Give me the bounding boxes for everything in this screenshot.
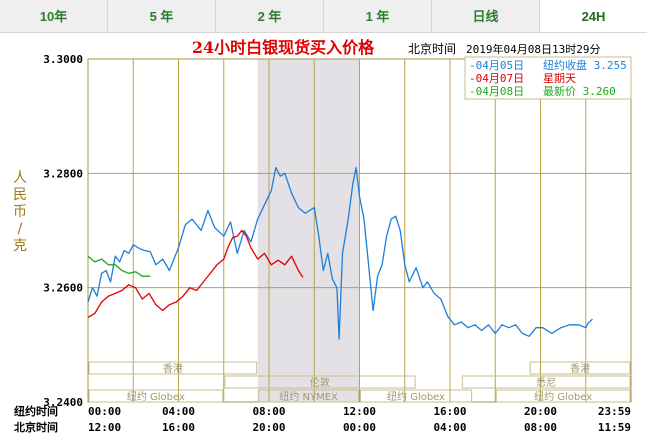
x-tick-label: 00:00 bbox=[88, 405, 121, 418]
session-box bbox=[88, 389, 224, 403]
series-line-1 bbox=[87, 166, 593, 340]
y-tick-label: 3.3000 bbox=[43, 53, 83, 66]
tab-10-years[interactable]: 10年 bbox=[0, 0, 108, 32]
x-tick-label: 16:00 bbox=[162, 421, 195, 434]
x-tick-label: 04:00 bbox=[162, 405, 195, 418]
chart-title: 24小时白银现货买入价格 bbox=[192, 38, 375, 57]
session-label: 悉尼 bbox=[536, 377, 556, 389]
legend-date-2: -04月07日 bbox=[469, 72, 524, 85]
period-tabs: 10年 5 年 2 年 1 年 日线 24H bbox=[0, 0, 647, 33]
session-box bbox=[461, 375, 631, 389]
y-axis-label: 人民币/克 bbox=[13, 170, 27, 254]
session-label: 香港 bbox=[570, 363, 590, 375]
tab-1-year[interactable]: 1 年 bbox=[324, 0, 432, 32]
x-row-label: 纽约时间 bbox=[14, 404, 58, 418]
session-box bbox=[360, 389, 473, 403]
session-box bbox=[529, 361, 631, 375]
session-label: 纽约 NYMEX bbox=[279, 390, 338, 403]
clock-value: 2019年04月08日13时29分 bbox=[466, 42, 600, 56]
tab-2-years[interactable]: 2 年 bbox=[216, 0, 324, 32]
session-box bbox=[224, 375, 416, 389]
x-tick-label: 16:00 bbox=[433, 405, 466, 418]
x-tick-label: 11:59 bbox=[598, 421, 631, 434]
session-label: 纽约 Globex bbox=[534, 390, 592, 403]
x-tick-label: 08:00 bbox=[524, 421, 557, 434]
legend-box bbox=[464, 56, 632, 100]
legend-text-3: 最新价 3.260 bbox=[543, 84, 616, 98]
plot-frame bbox=[87, 58, 632, 403]
clock-label: 北京时间 bbox=[408, 42, 456, 56]
y-tick-label: 3.2600 bbox=[43, 282, 83, 295]
x-tick-label: 08:00 bbox=[252, 405, 285, 418]
session-box bbox=[88, 361, 258, 375]
y-tick-label: 3.2400 bbox=[43, 396, 83, 409]
x-tick-label: 23:59 bbox=[598, 405, 631, 418]
session-label: 伦敦 bbox=[310, 376, 330, 389]
x-tick-label: 00:00 bbox=[343, 421, 376, 434]
session-label: 纽约 Globex bbox=[387, 390, 445, 403]
legend-date-1: -04月05日 bbox=[469, 59, 524, 72]
x-tick-label: 12:00 bbox=[88, 421, 121, 434]
legend: -04月05日 纽约收盘 3.255 -04月07日 星期天 -04月08日 最… bbox=[464, 56, 632, 100]
session-label: 香港 bbox=[163, 363, 183, 375]
nymex-session-shade bbox=[257, 59, 360, 402]
tab-5-years[interactable]: 5 年 bbox=[108, 0, 216, 32]
legend-text-2: 星期天 bbox=[543, 72, 576, 85]
x-row-label: 北京时间 bbox=[14, 420, 58, 434]
x-tick-label: 20:00 bbox=[252, 421, 285, 434]
x-tick-label: 12:00 bbox=[343, 405, 376, 418]
session-label: 纽约 Globex bbox=[127, 390, 185, 403]
session-box bbox=[495, 389, 631, 403]
legend-text-1: 纽约收盘 3.255 bbox=[543, 58, 627, 72]
x-tick-label: 20:00 bbox=[524, 405, 557, 418]
x-tick-label: 04:00 bbox=[433, 421, 466, 434]
y-tick-label: 3.2800 bbox=[43, 167, 83, 180]
legend-date-3: -04月08日 bbox=[469, 85, 524, 98]
tab-24h[interactable]: 24H bbox=[540, 0, 647, 32]
series-line-2 bbox=[87, 229, 304, 318]
session-box bbox=[258, 389, 359, 403]
series-line-3 bbox=[87, 255, 151, 277]
tab-daily[interactable]: 日线 bbox=[432, 0, 540, 32]
